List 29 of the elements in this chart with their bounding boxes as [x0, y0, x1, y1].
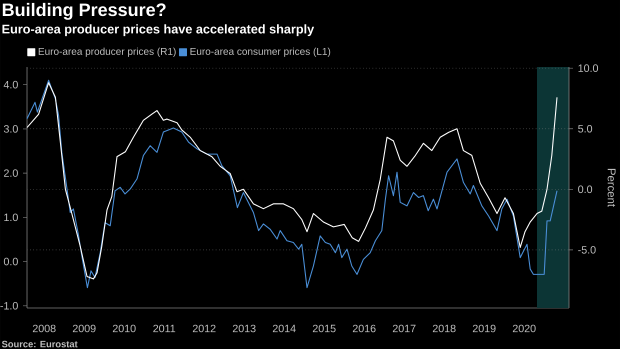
y-tick-label: 1.0 [4, 214, 18, 222]
x-tick-label: 2016 [352, 324, 376, 332]
y-tick-label: -1.0 [0, 302, 18, 310]
y2-tick-label: 0.0 [578, 186, 592, 194]
x-tick-label: 2008 [32, 324, 56, 332]
x-tick-label: 2009 [72, 324, 96, 332]
x-tick-label: 2015 [312, 324, 336, 332]
y2-tick-label: -5.0 [578, 246, 596, 254]
y2-axis-title: Percent [608, 168, 616, 207]
x-tick-label: 2014 [272, 324, 296, 332]
legend-label: Euro-area consumer prices (L1) [190, 48, 330, 57]
x-tick-label: 2019 [472, 324, 496, 332]
x-tick-label: 2017 [392, 324, 416, 332]
x-tick-label: 2013 [232, 324, 256, 332]
x-tick-label: 2010 [112, 324, 136, 332]
legend-label: Euro-area producer prices (R1) [38, 48, 176, 57]
chart-subtitle: Euro-area producer prices have accelerated sharply [2, 24, 314, 36]
y-tick-label: 3.0 [4, 125, 18, 133]
x-tick-label: 2018 [432, 324, 456, 332]
y2-tick-label: 5.0 [578, 124, 592, 133]
y-tick-label: 0.0 [4, 258, 18, 266]
source-note: Source: Eurostat [2, 340, 78, 348]
y-tick-label: 4.0 [4, 80, 18, 88]
x-tick-label: 2020 [512, 324, 536, 332]
chart-title: Building Pressure? [2, 2, 166, 20]
y2-tick-label: 10.0 [578, 64, 598, 72]
x-tick-label: 2011 [153, 324, 176, 332]
x-tick-label: 2012 [192, 324, 216, 332]
y-tick-label: 2.0 [4, 169, 18, 177]
